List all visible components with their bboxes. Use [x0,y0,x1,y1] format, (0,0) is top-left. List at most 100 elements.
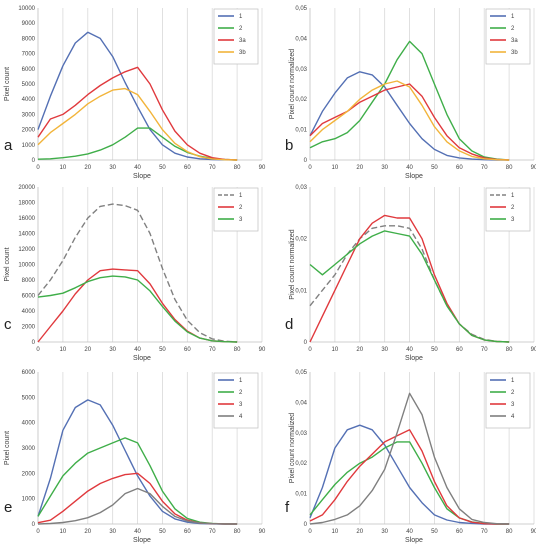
panel-label: d [285,316,293,333]
x-tick-label: 20 [84,529,91,535]
y-tick-label: 4000 [22,309,36,315]
x-tick-label: 50 [431,529,438,535]
series-line-3b [309,80,510,161]
x-tick-label: 40 [134,165,141,171]
legend-label-2: 2 [239,205,243,211]
y-tick-label: 0 [304,340,308,346]
legend-label-4: 4 [511,414,515,420]
x-tick-label: 30 [381,529,388,535]
legend-label-1: 1 [239,193,243,199]
y-tick-label: 5000 [22,395,36,401]
x-tick-label: 40 [406,347,413,353]
y-tick-label: 0,01 [295,288,307,294]
y-tick-label: 6000 [22,294,36,300]
y-tick-label: 0,01 [295,492,307,498]
x-tick-label: 70 [481,529,488,535]
y-tick-label: 2000 [22,471,36,477]
y-tick-label: 10000 [18,263,35,269]
y-tick-label: 6000 [22,370,36,376]
y-tick-label: 2000 [22,128,36,134]
x-tick-label: 60 [456,529,463,535]
series-line-1 [309,71,510,161]
x-tick-label: 0 [308,347,312,353]
series-line-3 [37,275,238,343]
x-tick-label: 80 [234,165,241,171]
legend-label-3a: 3a [239,38,246,44]
x-tick-label: 80 [506,347,513,353]
legend-label-3a: 3a [511,38,518,44]
panel-f: 0 10 20 30 40 50 60 70 80 90 0 0,01 0,02 0,03 0,04 0,05… [285,370,536,544]
panel-label: e [4,499,12,516]
y-tick-label: 0,05 [295,370,307,376]
x-tick-label: 90 [259,347,266,353]
x-tick-label: 10 [60,529,67,535]
y-tick-label: 7000 [22,52,36,58]
x-tick-label: 80 [234,529,241,535]
x-tick-label: 80 [506,529,513,535]
y-tick-label: 0,03 [295,67,307,73]
legend-label-4: 4 [239,414,243,420]
y-tick-label: 10000 [18,6,35,12]
panel-b: 0 10 20 30 40 50 60 70 80 90 0 0,01 0,02 0,03 0,04 0,05… [285,6,536,180]
x-tick-label: 50 [159,165,166,171]
x-tick-label: 40 [406,165,413,171]
x-tick-label: 20 [356,165,363,171]
series-line-3a [37,66,238,161]
y-tick-label: 0,04 [295,400,307,406]
panel-d: 0 10 20 30 40 50 60 70 80 90 0 0,01 0,02 0,03 Slope Pix… [285,185,536,362]
legend-label-2: 2 [511,390,515,396]
series-line-1 [309,424,510,525]
y-tick-label: 18000 [18,201,35,207]
x-tick-label: 60 [184,347,191,353]
x-axis-label: Slope [405,173,423,180]
y-tick-label: 0 [32,158,36,164]
y-axis-label: Pixel count [4,247,11,281]
y-tick-label: 0 [304,158,308,164]
y-tick-label: 8000 [22,278,36,284]
y-tick-label: 0 [32,522,36,528]
y-tick-label: 0,02 [295,237,307,243]
x-tick-label: 10 [60,165,67,171]
panel-label: f [285,499,290,516]
y-tick-label: 0 [32,340,36,346]
x-tick-label: 50 [159,347,166,353]
x-tick-label: 50 [159,529,166,535]
x-tick-label: 0 [36,347,40,353]
y-tick-label: 0 [304,522,308,528]
y-tick-label: 12000 [18,247,35,253]
panel-e: 0 10 20 30 40 50 60 70 80 90 0 1000 2000 3000 4000 5000… [4,370,266,544]
y-tick-label: 0,01 [295,128,307,134]
x-tick-label: 90 [531,529,536,535]
series-line-1 [37,203,238,343]
y-tick-label: 0,03 [295,185,307,191]
x-tick-label: 10 [332,529,339,535]
panel-c: 0 10 20 30 40 50 60 70 80 90 0 2000 4000 6000 8000 1000… [4,185,266,362]
x-tick-label: 90 [259,529,266,535]
y-tick-label: 0,02 [295,97,307,103]
x-axis-label: Slope [405,355,423,362]
legend-label-2: 2 [511,26,515,32]
y-tick-label: 20000 [18,185,35,191]
legend-label-1: 1 [511,14,515,20]
y-tick-label: 14000 [18,232,35,238]
x-tick-label: 60 [456,165,463,171]
x-tick-label: 20 [356,347,363,353]
legend-box [485,372,531,429]
legend-label-1: 1 [239,378,243,384]
y-tick-label: 1000 [22,497,36,503]
x-tick-label: 10 [332,165,339,171]
legend-label-3b: 3b [239,50,246,56]
legend-label-3: 3 [239,217,243,223]
x-tick-label: 70 [209,347,216,353]
x-tick-label: 90 [531,347,536,353]
y-tick-label: 4000 [22,97,36,103]
x-tick-label: 30 [109,529,116,535]
y-tick-label: 4000 [22,421,36,427]
series-line-1 [37,31,238,161]
legend-box [213,8,259,65]
legend-label-1: 1 [511,193,515,199]
x-tick-label: 30 [381,347,388,353]
x-axis-label: Slope [133,537,151,544]
y-tick-label: 0,04 [295,36,307,42]
x-tick-label: 70 [481,347,488,353]
